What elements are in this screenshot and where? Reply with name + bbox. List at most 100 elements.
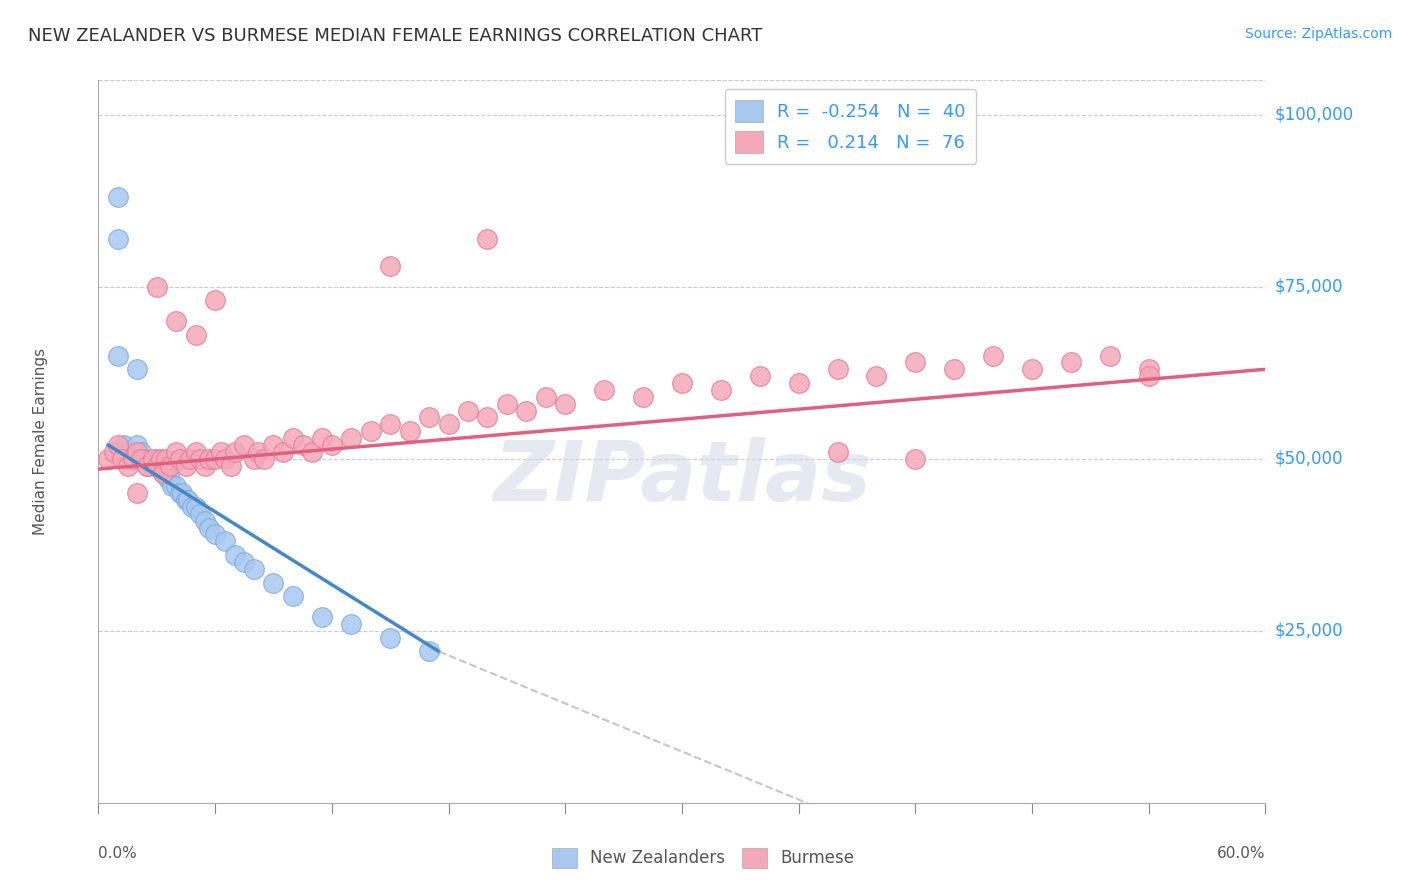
Text: NEW ZEALANDER VS BURMESE MEDIAN FEMALE EARNINGS CORRELATION CHART: NEW ZEALANDER VS BURMESE MEDIAN FEMALE E… bbox=[28, 27, 762, 45]
Point bbox=[174, 493, 197, 508]
Point bbox=[233, 555, 256, 569]
Point bbox=[142, 451, 165, 466]
Point bbox=[214, 451, 236, 466]
Point bbox=[271, 445, 294, 459]
Point bbox=[787, 376, 810, 390]
Point bbox=[97, 451, 120, 466]
Point bbox=[149, 451, 172, 466]
Point bbox=[159, 458, 181, 473]
Point bbox=[224, 445, 246, 459]
Point bbox=[554, 397, 576, 411]
Point bbox=[253, 451, 276, 466]
Legend: R =  -0.254   N =  40, R =   0.214   N =  76: R = -0.254 N = 40, R = 0.214 N = 76 bbox=[724, 89, 976, 164]
Point bbox=[233, 438, 256, 452]
Point bbox=[631, 390, 654, 404]
Point bbox=[321, 438, 343, 452]
Point bbox=[170, 486, 193, 500]
Point bbox=[262, 575, 284, 590]
Text: ZIPatlas: ZIPatlas bbox=[494, 437, 870, 518]
Point bbox=[180, 500, 202, 514]
Point bbox=[127, 486, 149, 500]
Point bbox=[281, 431, 304, 445]
Point bbox=[149, 458, 172, 473]
Point bbox=[214, 534, 236, 549]
Point bbox=[159, 472, 181, 486]
Point bbox=[477, 231, 499, 245]
Point bbox=[146, 458, 169, 473]
Point bbox=[360, 424, 382, 438]
Point bbox=[904, 451, 927, 466]
Point bbox=[194, 514, 217, 528]
Point bbox=[127, 438, 149, 452]
Point bbox=[291, 438, 314, 452]
Point bbox=[204, 451, 226, 466]
Point bbox=[943, 362, 966, 376]
Point bbox=[107, 438, 129, 452]
Point bbox=[198, 520, 221, 534]
Text: $50,000: $50,000 bbox=[1275, 450, 1344, 467]
Point bbox=[246, 445, 269, 459]
Point bbox=[165, 479, 187, 493]
Text: $25,000: $25,000 bbox=[1275, 622, 1344, 640]
Point bbox=[534, 390, 557, 404]
Point bbox=[380, 417, 402, 432]
Text: $100,000: $100,000 bbox=[1275, 105, 1354, 124]
Point bbox=[134, 451, 156, 466]
Point bbox=[710, 383, 733, 397]
Point bbox=[107, 190, 129, 204]
Point bbox=[1021, 362, 1043, 376]
Point bbox=[177, 493, 200, 508]
Point bbox=[179, 451, 201, 466]
Point bbox=[865, 369, 887, 384]
Point bbox=[311, 431, 333, 445]
Point bbox=[311, 610, 333, 624]
Point bbox=[157, 472, 180, 486]
Point bbox=[418, 410, 440, 425]
Point bbox=[262, 438, 284, 452]
Point bbox=[194, 458, 217, 473]
Point bbox=[904, 355, 927, 369]
Point bbox=[437, 417, 460, 432]
Point bbox=[152, 466, 174, 480]
Point bbox=[103, 445, 125, 459]
Point bbox=[112, 438, 135, 452]
Point bbox=[122, 451, 145, 466]
Point bbox=[981, 349, 1004, 363]
Point bbox=[184, 327, 207, 342]
Point bbox=[380, 259, 402, 273]
Point bbox=[146, 279, 169, 293]
Point bbox=[748, 369, 770, 384]
Point bbox=[1137, 369, 1160, 384]
Point bbox=[174, 458, 197, 473]
Point bbox=[281, 590, 304, 604]
Point bbox=[184, 445, 207, 459]
Point bbox=[188, 451, 211, 466]
Point bbox=[398, 424, 420, 438]
Point bbox=[827, 445, 849, 459]
Point bbox=[204, 293, 226, 308]
Point bbox=[136, 458, 159, 473]
Legend: New Zealanders, Burmese: New Zealanders, Burmese bbox=[546, 841, 860, 875]
Point bbox=[204, 527, 226, 541]
Point bbox=[827, 362, 849, 376]
Point bbox=[162, 479, 184, 493]
Point bbox=[127, 362, 149, 376]
Point bbox=[209, 445, 232, 459]
Point bbox=[243, 451, 266, 466]
Point bbox=[1060, 355, 1083, 369]
Point bbox=[477, 410, 499, 425]
Point bbox=[127, 445, 149, 459]
Point bbox=[165, 314, 187, 328]
Point bbox=[418, 644, 440, 658]
Point bbox=[515, 403, 537, 417]
Point bbox=[165, 445, 187, 459]
Point bbox=[219, 458, 242, 473]
Point bbox=[129, 445, 152, 459]
Point bbox=[1098, 349, 1121, 363]
Point bbox=[129, 451, 152, 466]
Point bbox=[169, 451, 191, 466]
Point bbox=[107, 231, 129, 245]
Text: 0.0%: 0.0% bbox=[98, 847, 138, 861]
Point bbox=[301, 445, 323, 459]
Point bbox=[155, 451, 177, 466]
